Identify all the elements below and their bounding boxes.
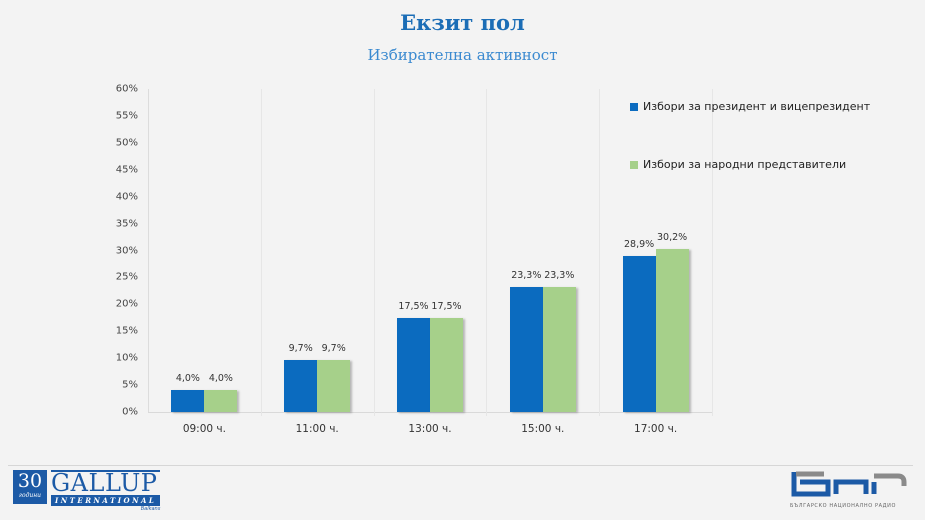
bar-president [509,286,543,412]
y-tick-label: 20% [115,298,138,310]
bar-president [284,359,318,412]
bar-parliament [430,317,463,412]
y-tick-label: 50% [115,137,138,149]
bar-chart: 60% 55% 50% 45% 40% 35% 30% 25% 20% 15% 10% 5% 0% 4,0… [115,83,713,435]
y-axis-line [148,89,149,412]
bar-parliament [317,359,351,412]
bar-value-label: 28,9% [624,239,655,251]
x-category-label: 09:00 ч. [182,423,226,435]
category-separator [373,89,375,416]
gallup-anniversary-badge: 30 години [13,470,47,504]
y-tick-label: 10% [115,352,138,364]
gallup-logo: 30 години GALLUP INTERNATIONAL Balkans [13,469,161,512]
legend-item-parliament: Избори за народни представители [630,158,846,171]
y-tick-label: 25% [115,271,138,283]
legend-item-president: Избори за президент и вицепрезидент [630,100,870,113]
y-tick-label: 5% [122,379,138,391]
y-tick-label: 45% [115,164,138,176]
bar-value-label: 17,5% [431,300,462,312]
category-separator [599,89,601,416]
bar-value-label: 9,7% [288,342,313,354]
y-tick-label: 0% [122,406,138,418]
bar-value-label: 9,7% [321,342,346,354]
bar-value-label: 4,0% [175,373,200,385]
x-category-label: 13:00 ч. [408,423,452,435]
bnr-logo-icon [791,471,907,497]
bar-president [397,317,430,412]
legend-swatch-blue [630,102,638,111]
bar-value-label: 23,3% [511,269,542,281]
chart-subtitle: Избирателна активност [367,46,558,64]
y-tick-label: 15% [115,325,138,337]
bar-value-label: 23,3% [544,269,575,281]
y-tick-label: 30% [115,245,138,256]
footer-divider [8,465,913,466]
legend-swatch-green [630,160,638,169]
y-tick-label: 40% [115,191,138,203]
x-category-label: 11:00 ч. [295,423,339,435]
category-separator [712,89,713,416]
bnr-subtitle: БЪЛГАРСКО НАЦИОНАЛНО РАДИО [790,503,896,509]
bar-president [622,256,656,412]
y-tick-label: 55% [115,110,138,122]
gallup-wordmark: GALLUP INTERNATIONAL Balkans [51,469,161,512]
y-tick-label: 60% [115,83,138,95]
x-category-label: 17:00 ч. [634,423,678,435]
bar-parliament [204,390,238,412]
chart-title: Екзит пол [400,10,525,35]
bar-parliament [655,249,689,412]
x-axis-line [148,412,712,413]
bar-value-label: 17,5% [398,300,429,312]
bar-value-label: 4,0% [208,373,233,385]
category-separator [486,89,488,416]
bar-value-label: 30,2% [657,232,688,244]
legend-label: Избори за президент и вицепрезидент [643,100,871,113]
category-separator [260,89,262,416]
bar-president [171,390,205,412]
bnr-logo: БЪЛГАРСКО НАЦИОНАЛНО РАДИО [790,470,910,509]
x-category-label: 15:00 ч. [521,423,565,435]
y-tick-label: 35% [115,218,138,230]
legend-label: Избори за народни представители [643,158,847,171]
bar-parliament [542,286,576,412]
